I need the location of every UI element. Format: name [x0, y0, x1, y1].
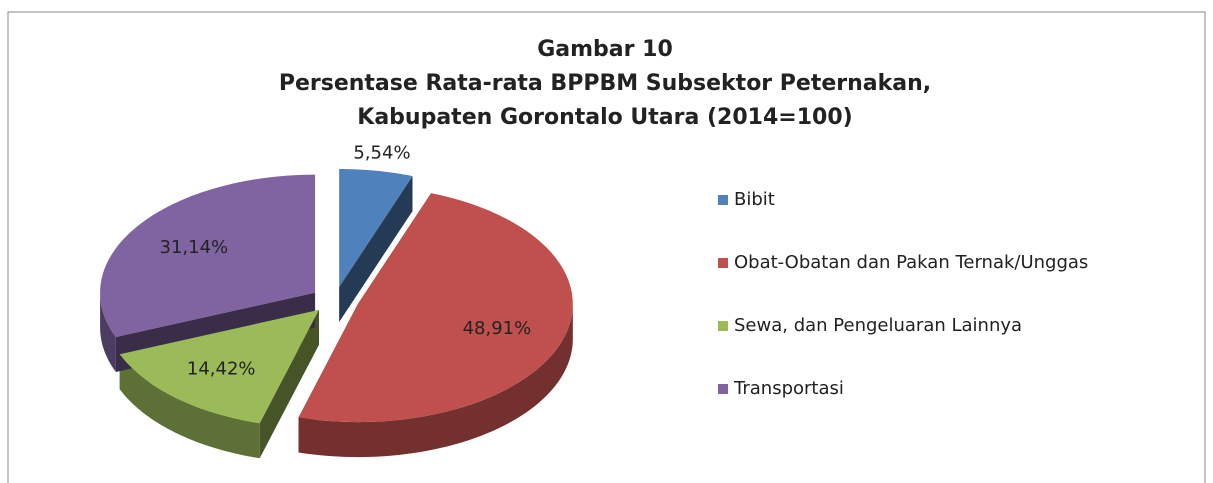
chart-frame: [7, 11, 1206, 483]
slice-side: [119, 354, 260, 459]
legend-swatch: [718, 258, 728, 268]
slice: [100, 174, 316, 338]
legend-swatch: [718, 195, 728, 205]
legend-swatch: [718, 321, 728, 331]
data-label: 48,91%: [463, 318, 532, 339]
chart-title: Kabupaten Gorontalo Utara (2014=100): [357, 105, 852, 130]
data-label: 5,54%: [353, 142, 410, 163]
slice-side: [298, 304, 573, 458]
slice: [119, 309, 319, 424]
data-label: 14,42%: [187, 358, 256, 379]
chart-title: Persentase Rata-rata BPPBM Subsektor Pet…: [279, 71, 931, 96]
legend-label: Sewa, dan Pengeluaran Lainnya: [734, 315, 1022, 336]
chart-title: Gambar 10: [537, 37, 673, 62]
slice-side: [100, 292, 116, 373]
legend-swatch: [718, 384, 728, 394]
legend-label: Obat-Obatan dan Pakan Ternak/Unggas: [734, 252, 1088, 273]
slice: [298, 193, 573, 423]
legend-label: Transportasi: [733, 378, 844, 399]
legend-label: Bibit: [734, 189, 775, 210]
slice: [339, 168, 413, 287]
data-label: 31,14%: [160, 237, 229, 258]
slice-wall: [339, 176, 413, 322]
